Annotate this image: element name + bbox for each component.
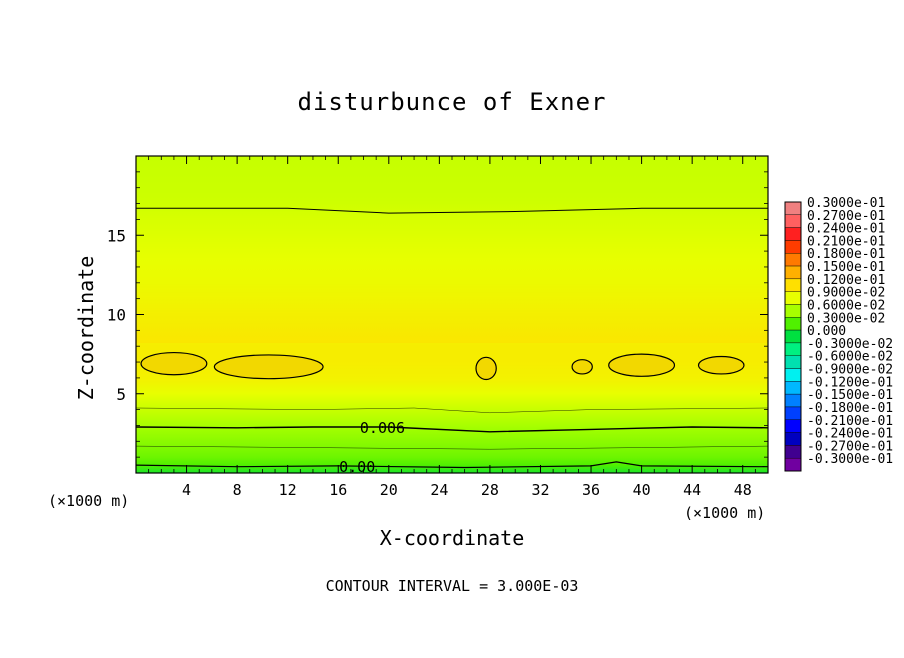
colorbar-label-12: -0.6000e-02 (807, 350, 893, 365)
colorbar-label-4: 0.1800e-01 (807, 247, 885, 262)
chart-title: disturbunce of Exner (297, 88, 607, 116)
x-tick-label-12: 12 (279, 481, 297, 499)
colorbar-label-5: 0.1500e-01 (807, 260, 885, 275)
blob-4 (571, 359, 593, 375)
contour-line-0.006 (135, 426, 769, 433)
colorbar-swatch-15 (784, 393, 802, 408)
x-tick-label-28: 28 (481, 481, 499, 499)
colorbar-label-14: -0.1200e-01 (807, 375, 893, 390)
colorbar-label-16: -0.1800e-01 (807, 401, 893, 416)
colorbar-swatch-12 (784, 355, 802, 369)
colorbar-label-11: -0.3000e-02 (807, 337, 893, 352)
colorbar-label-7: 0.9000e-02 (807, 286, 885, 301)
colorbar-swatch-11 (784, 342, 802, 356)
colorbar-swatch-16 (784, 406, 802, 420)
colorbar-swatch-5 (784, 265, 802, 280)
x-tick-label-48: 48 (734, 481, 752, 499)
y-axis-label: Z-coordinate (74, 255, 98, 401)
blob-2 (213, 354, 324, 380)
x-unit-left: (×1000 m) (48, 492, 130, 510)
contour-interval-text: CONTOUR INTERVAL = 3.000E-03 (325, 577, 579, 595)
x-tick-label-16: 16 (329, 481, 347, 499)
colorbar-swatch-14 (784, 381, 802, 395)
x-tick-label-8: 8 (233, 481, 242, 499)
x-tick-label-4: 4 (182, 481, 191, 499)
x-tick-label-24: 24 (430, 481, 448, 499)
colorbar-label-2: 0.2400e-01 (807, 222, 885, 237)
colorbar-label-3: 0.2100e-01 (807, 234, 885, 249)
contour-line-minor-1 (135, 407, 769, 414)
colorbar-swatch-18 (784, 432, 802, 446)
x-tick-label-40: 40 (633, 481, 651, 499)
contour-line-minor-2 (135, 445, 769, 450)
colorbar-swatch-3 (784, 240, 802, 254)
colorbar-label-17: -0.2100e-01 (807, 414, 893, 429)
colorbar-swatch-6 (784, 278, 802, 292)
colorbar-swatch-9 (784, 317, 802, 331)
x-unit-right: (×1000 m) (684, 504, 766, 522)
colorbar-label-9: 0.3000e-02 (807, 311, 885, 326)
colorbar-label-1: 0.2700e-01 (807, 209, 885, 224)
colorbar-swatch-20 (784, 457, 802, 472)
x-tick-label-44: 44 (683, 481, 701, 499)
colorbar-swatch-8 (784, 304, 802, 318)
blob-3 (475, 356, 497, 381)
colorbar-label-18: -0.2400e-01 (807, 427, 893, 442)
colorbar-swatch-0 (784, 201, 802, 216)
colorbar-label-0: 0.3000e-01 (807, 196, 885, 211)
blob-1 (140, 351, 208, 376)
colorbar-swatch-7 (784, 291, 802, 305)
x-tick-label-20: 20 (380, 481, 398, 499)
colorbar-swatch-1 (784, 214, 802, 228)
colorbar-label-20: -0.3000e-01 (807, 452, 893, 467)
colorbar-label-19: -0.2700e-01 (807, 439, 893, 454)
y-tick-label-15: 15 (107, 226, 126, 245)
colorbar-swatch-17 (784, 419, 802, 433)
x-tick-label-32: 32 (531, 481, 549, 499)
colorbar-swatch-10 (784, 329, 802, 344)
contour-line-upper (136, 207, 768, 214)
colorbar-swatch-2 (784, 227, 802, 241)
contour-label-0.006: 0.006 (360, 419, 405, 437)
y-tick-label-10: 10 (107, 306, 126, 325)
colorbar-swatch-4 (784, 253, 802, 267)
y-tick-label-5: 5 (116, 385, 126, 404)
x-tick-label-36: 36 (582, 481, 600, 499)
blob-5 (608, 353, 676, 377)
colorbar-label-6: 0.1200e-01 (807, 273, 885, 288)
colorbar-frame (784, 201, 802, 472)
blob-6 (697, 355, 745, 375)
contour-label-0.00: 0.00 (339, 458, 375, 476)
x-axis-label: X-coordinate (379, 526, 525, 550)
colorbar-label-13: -0.9000e-02 (807, 363, 893, 378)
contour-line-0.00 (135, 461, 769, 469)
field-fill (136, 156, 768, 473)
colorbar-swatch-13 (784, 368, 802, 382)
colorbar-swatch-19 (784, 445, 802, 459)
colorbar-label-8: 0.6000e-02 (807, 298, 885, 313)
colorbar-label-10: 0.000 (807, 324, 846, 339)
colorbar-label-15: -0.1500e-01 (807, 388, 893, 403)
